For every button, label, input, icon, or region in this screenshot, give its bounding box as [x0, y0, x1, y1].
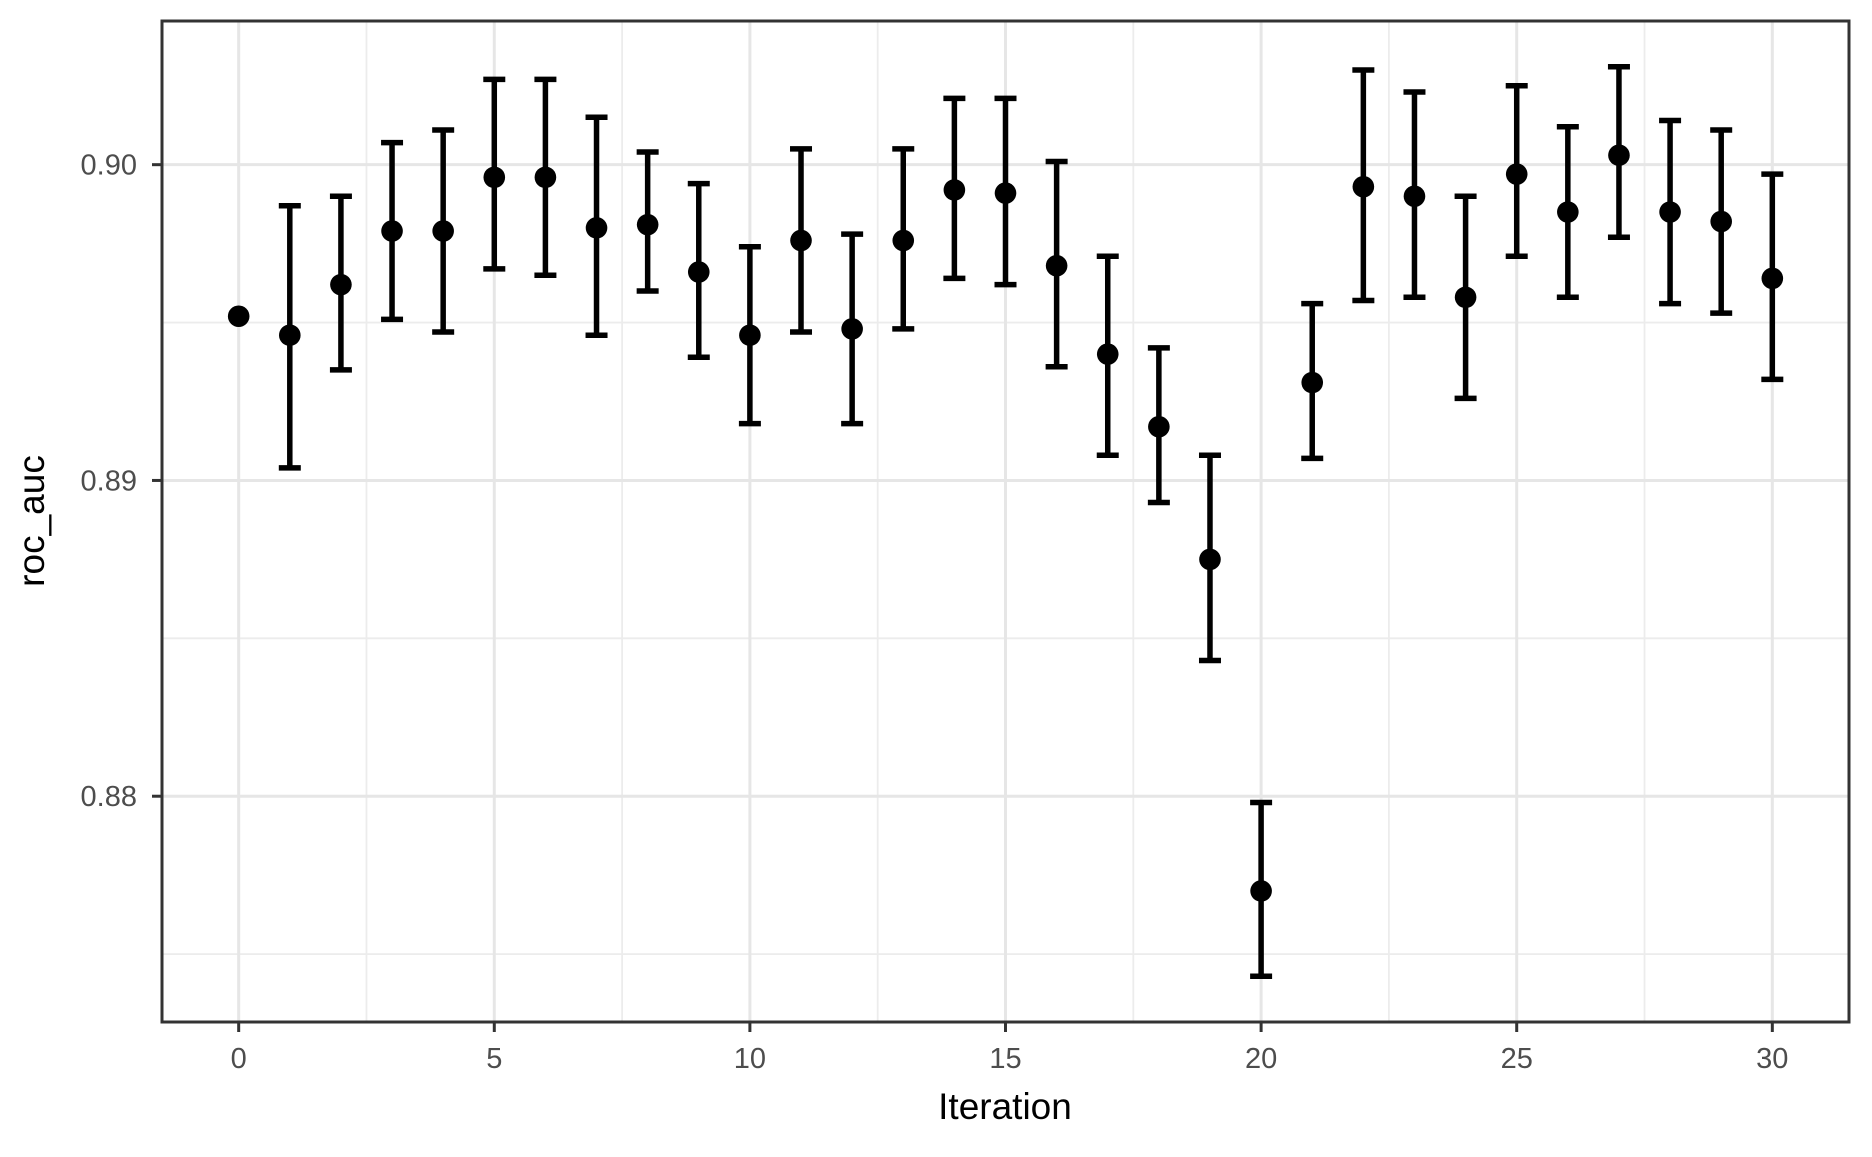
pointrange-iter-16 [1045, 158, 1068, 370]
point-estimate [687, 261, 710, 283]
pointrange-iter-17 [1096, 253, 1119, 458]
pointrange-iter-28 [1659, 117, 1682, 307]
point-estimate [432, 220, 454, 242]
point-estimate [381, 220, 403, 242]
pointrange-iter-6 [534, 76, 557, 278]
point-estimate [841, 318, 863, 340]
point-estimate [739, 324, 761, 346]
pointrange-iter-20 [1250, 799, 1273, 979]
point-estimate [1096, 343, 1119, 365]
y-tick-label: 0.88 [81, 781, 137, 813]
x-tick-label: 30 [1756, 1043, 1788, 1075]
point-estimate [1403, 185, 1426, 208]
pointrange-iter-0 [227, 305, 250, 328]
x-tick-label: 10 [734, 1043, 766, 1075]
pointrange-iter-11 [790, 146, 813, 335]
point-estimate [892, 229, 915, 252]
point-estimate [1659, 201, 1681, 223]
point-estimate [1148, 415, 1170, 438]
pointrange-iter-26 [1556, 124, 1579, 301]
pointrange-series [227, 64, 1784, 979]
pointrange-iter-1 [278, 202, 301, 471]
point-estimate [1045, 254, 1068, 277]
x-tick-label: 15 [989, 1043, 1021, 1075]
point-estimate [1505, 163, 1528, 185]
point-estimate [943, 179, 966, 201]
point-estimate [1608, 144, 1630, 167]
x-tick-label: 0 [231, 1043, 247, 1075]
x-tick-label: 25 [1501, 1043, 1533, 1075]
point-estimate [585, 217, 608, 239]
x-axis-title: Iteration [938, 1086, 1072, 1127]
y-axis-title: roc_auc [11, 455, 52, 587]
y-tick-label: 0.90 [81, 150, 137, 182]
pointrange-iter-25 [1505, 82, 1528, 260]
pointrange-iter-23 [1403, 89, 1426, 301]
pointrange-iter-9 [687, 180, 710, 361]
point-estimate [1199, 548, 1221, 571]
point-estimate [1557, 201, 1579, 223]
point-estimate [330, 273, 352, 296]
pointrange-iter-30 [1761, 171, 1784, 383]
pointrange-iter-24 [1454, 193, 1477, 402]
point-estimate [636, 213, 659, 236]
pointrange-iter-3 [381, 139, 404, 323]
point-estimate [534, 166, 557, 189]
point-estimate [790, 229, 812, 252]
point-estimate [1761, 267, 1784, 290]
pointrange-iter-12 [841, 231, 864, 427]
point-estimate [994, 182, 1017, 204]
point-estimate [1301, 371, 1324, 394]
pointrange-iter-21 [1301, 300, 1324, 462]
pointrange-iter-18 [1147, 345, 1170, 506]
pointrange-iter-22 [1352, 67, 1375, 304]
pointrange-iter-29 [1710, 127, 1733, 316]
point-estimate [483, 166, 506, 189]
x-tick-label: 5 [486, 1043, 502, 1075]
pointrange-iter-15 [994, 95, 1017, 288]
panel-border [160, 19, 1851, 1024]
pointrange-iter-10 [738, 244, 761, 427]
point-estimate [1250, 880, 1272, 902]
axis-ticks [152, 163, 1774, 1032]
pointrange-iter-2 [329, 193, 352, 373]
y-tick-label: 0.89 [81, 465, 137, 497]
pointrange-iter-7 [585, 114, 608, 338]
x-tick-label: 20 [1245, 1043, 1277, 1075]
pointrange-iter-13 [892, 146, 915, 332]
pointrange-iter-5 [483, 76, 506, 272]
point-estimate [227, 305, 250, 328]
point-estimate [1710, 210, 1732, 233]
pointrange-iter-19 [1198, 452, 1221, 664]
point-estimate [279, 324, 301, 346]
point-estimate [1454, 286, 1477, 309]
pointrange-iter-4 [432, 127, 455, 335]
axis-tick-labels: 0 5 10 15 20 25 30 0.90 0.89 0.88 [81, 150, 1789, 1075]
point-estimate [1352, 175, 1375, 198]
pointrange-iter-27 [1607, 64, 1630, 241]
pointrange-iter-8 [636, 149, 659, 294]
pointrange-iter-14 [943, 95, 966, 282]
